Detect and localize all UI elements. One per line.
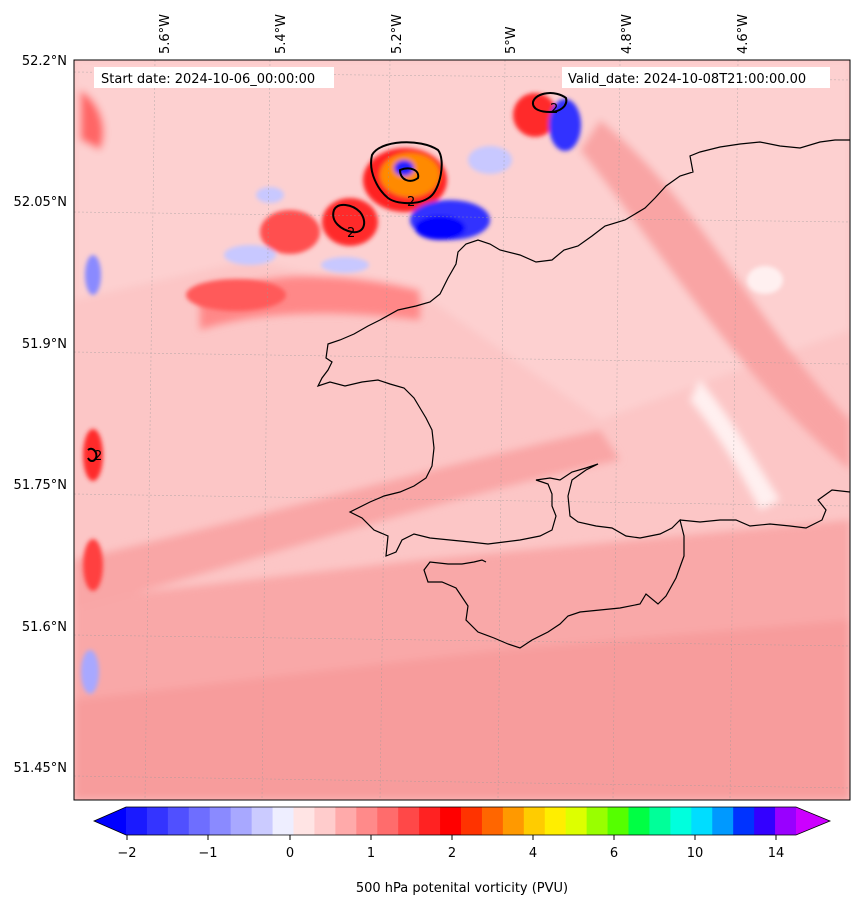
valid-date-box: [562, 67, 830, 88]
colorbar-tick: 4: [529, 835, 537, 861]
colorbar-segment: [440, 807, 462, 835]
lon-label: 5.4°W: [274, 14, 289, 54]
colorbar-segment: [314, 807, 336, 835]
colorbar-segment: [712, 807, 734, 835]
colorbar-tick: 1: [367, 835, 375, 861]
field-shading: [74, 60, 850, 800]
colorbar-segments: [126, 807, 797, 835]
colorbar-segment: [272, 807, 295, 835]
colorbar-tick-label: 4: [529, 846, 537, 861]
colorbar-tick: 2: [448, 835, 456, 861]
colorbar-segment: [377, 807, 399, 835]
colorbar-label: 500 hPa potenital vorticity (PVU): [356, 881, 568, 896]
colorbar-tick-label: 0: [286, 846, 294, 861]
colorbar-segment: [356, 807, 378, 835]
lon-label: 5.2°W: [390, 14, 405, 54]
colorbar-segment: [691, 807, 713, 835]
lon-label: 4.6°W: [736, 14, 751, 54]
colorbar-segment: [188, 807, 211, 835]
colorbar-tick-label: −2: [117, 846, 136, 861]
coastline: [316, 139, 850, 649]
colorbar-segment: [209, 807, 232, 835]
colorbar-tick: −2: [117, 835, 137, 861]
start-date-box: [94, 67, 334, 88]
contour-labels: 2 2 2 2: [94, 102, 558, 464]
colorbar-segment: [335, 807, 357, 835]
colorbar-segment: [586, 807, 609, 835]
colorbar: −2 −1 0 1 2 4 6 10 14 500 hPa potenital …: [93, 806, 832, 896]
lon-label: 5.6°W: [158, 14, 173, 54]
lat-label: 51.6°N: [22, 620, 67, 635]
colorbar-segment: [775, 807, 797, 835]
pv-field: 2 2 2 2 Start date: 2024-10-06_00:00:00 …: [74, 60, 850, 800]
colorbar-segment: [251, 807, 274, 835]
contour-label: 2: [407, 195, 415, 210]
lon-label: 5°W: [504, 26, 519, 54]
colorbar-tick: 0: [286, 835, 294, 861]
colorbar-segment: [649, 807, 671, 835]
colorbar-segment: [754, 807, 776, 835]
colorbar-segment: [293, 807, 316, 835]
contour-label: 2: [347, 226, 355, 241]
colorbar-tick-label: 10: [687, 846, 704, 861]
colorbar-segment: [461, 807, 483, 835]
colorbar-segment: [628, 807, 651, 835]
colorbar-under-arrow: [94, 807, 126, 835]
colorbar-tick-label: −1: [198, 846, 217, 861]
colorbar-segment: [419, 807, 441, 835]
contour-label: 2: [94, 449, 102, 464]
colorbar-outline: [93, 806, 832, 836]
colorbar-segment: [167, 807, 190, 835]
colorbar-segment: [398, 807, 420, 835]
map-frame: [73, 59, 851, 801]
lat-label: 52.05°N: [14, 195, 67, 210]
colorbar-segment: [565, 807, 588, 835]
colorbar-segment: [502, 807, 525, 835]
colorbar-tick-label: 1: [367, 846, 375, 861]
lat-label: 51.75°N: [14, 478, 67, 493]
longitude-labels: 5.6°W 5.4°W 5.2°W 5°W 4.8°W 4.6°W: [158, 14, 751, 54]
colorbar-segment: [607, 807, 630, 835]
colorbar-segment: [544, 807, 567, 835]
colorbar-segment: [670, 807, 692, 835]
lat-label: 51.45°N: [14, 761, 67, 776]
colorbar-segment: [481, 807, 504, 835]
colorbar-tick: 6: [610, 835, 618, 861]
lat-label: 51.9°N: [22, 337, 67, 352]
lon-label: 4.8°W: [620, 14, 635, 54]
colorbar-tick: 10: [687, 835, 704, 861]
colorbar-segment: [733, 807, 755, 835]
lat-label: 52.2°N: [22, 54, 67, 69]
colorbar-tick-label: 2: [448, 846, 456, 861]
valid-date-label: Valid_date: 2024-10-08T21:00:00.00: [568, 72, 806, 87]
colorbar-over-arrow: [796, 807, 830, 835]
contour-lines: [87, 92, 568, 462]
colorbar-segment: [126, 807, 148, 835]
colorbar-segment: [230, 807, 253, 835]
colorbar-segment: [523, 807, 546, 835]
colorbar-tick-label: 6: [610, 846, 618, 861]
colorbar-tick: −1: [198, 835, 218, 861]
latitude-labels: 52.2°N 52.05°N 51.9°N 51.75°N 51.6°N 51.…: [14, 54, 67, 776]
colorbar-tick-label: 14: [768, 846, 785, 861]
colorbar-ticks: −2 −1 0 1 2 4 6 10 14: [117, 835, 784, 861]
contour-label: 2: [550, 102, 558, 117]
colorbar-segment: [146, 807, 169, 835]
start-date-label: Start date: 2024-10-06_00:00:00: [101, 72, 315, 87]
colorbar-tick: 14: [768, 835, 785, 861]
